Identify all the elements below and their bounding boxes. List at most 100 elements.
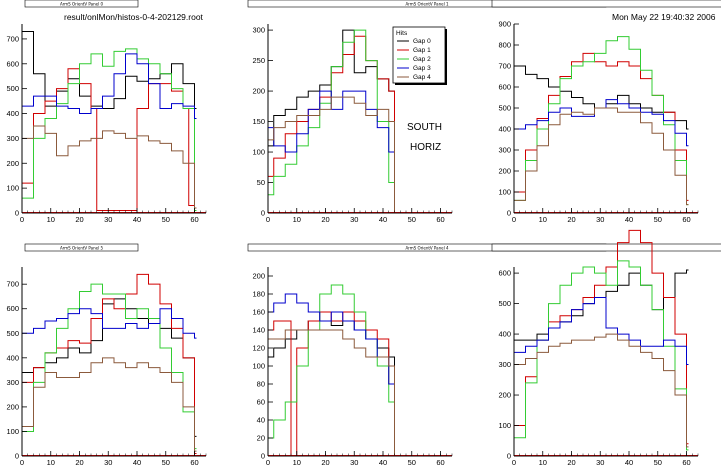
x-tick-label: 60 bbox=[190, 215, 198, 224]
series-line-gap-2 bbox=[22, 48, 197, 212]
x-tick-label: 30 bbox=[596, 458, 604, 467]
y-tick-label: 20 bbox=[257, 434, 265, 443]
legend-entry: Gap 2 bbox=[413, 56, 431, 63]
histogram-panel: ArmS OrientV Panel 00 10 20 30 40 50 600100200… bbox=[6, 0, 207, 224]
y-tick-label: 600 bbox=[498, 269, 511, 278]
x-tick-label: 40 bbox=[625, 458, 633, 467]
series-line-gap-4 bbox=[22, 125, 197, 209]
x-tick-label: 50 bbox=[408, 215, 416, 224]
series-line-gap-2 bbox=[268, 284, 397, 457]
histogram-panel: ArmS OrientV Panel 10 10 20 30 40 50 600501001… bbox=[247, 0, 607, 224]
x-tick-label: 60 bbox=[682, 458, 690, 467]
x-tick-label: 20 bbox=[567, 215, 575, 224]
panel-group: ArmS OrientV Panel 00 10 20 30 40 50 600100200… bbox=[6, 0, 721, 467]
y-tick-label: 180 bbox=[252, 290, 265, 299]
panel-title-box bbox=[24, 243, 139, 252]
y-tick-label: 60 bbox=[257, 398, 265, 407]
y-tick-label: 120 bbox=[252, 344, 265, 353]
histogram-panel: ArmS OrientV Panel 50 10 20 30 40 50 600100200… bbox=[6, 243, 207, 467]
series-line-gap-3 bbox=[514, 99, 689, 147]
y-tick-label: 400 bbox=[6, 353, 19, 362]
x-tick-label: 0 bbox=[20, 458, 24, 467]
y-tick-label: 500 bbox=[498, 299, 511, 308]
panel-title: ArmS OrientV Panel 4 bbox=[405, 245, 449, 250]
y-tick-label: 300 bbox=[6, 134, 19, 143]
series-line-gap-1 bbox=[268, 311, 397, 457]
y-tick-label: 200 bbox=[6, 159, 19, 168]
y-tick-label: 300 bbox=[498, 146, 511, 155]
y-tick-label: 400 bbox=[6, 109, 19, 118]
y-tick-label: 50 bbox=[257, 178, 265, 187]
y-tick-label: 0 bbox=[15, 452, 19, 461]
x-tick-label: 20 bbox=[321, 215, 329, 224]
y-tick-label: 0 bbox=[261, 452, 265, 461]
x-tick-label: 50 bbox=[162, 458, 170, 467]
x-tick-label: 40 bbox=[133, 215, 141, 224]
x-tick-label: 0 bbox=[512, 215, 516, 224]
x-tick-label: 10 bbox=[47, 458, 55, 467]
series-line-gap-3 bbox=[514, 296, 689, 366]
histogram-panel: ArmS OrientV Panel 40 10 20 30 40 50 600204060… bbox=[247, 243, 607, 467]
legend-entry: Gap 1 bbox=[413, 47, 431, 54]
x-tick-label: 50 bbox=[162, 215, 170, 224]
series-line-gap-2 bbox=[514, 260, 689, 451]
y-tick-label: 80 bbox=[257, 380, 265, 389]
panel-title-box bbox=[24, 0, 139, 8]
legend-box: Hits Gap 0 Gap 1 Gap 2 Gap 3 Gap 4 bbox=[392, 26, 447, 85]
series-line-gap-1 bbox=[514, 52, 689, 201]
x-tick-label: 30 bbox=[350, 458, 358, 467]
y-tick-label: 0 bbox=[507, 209, 511, 218]
legend-title: Hits bbox=[396, 30, 408, 37]
y-tick-label: 100 bbox=[498, 188, 511, 197]
series-line-gap-0 bbox=[22, 298, 197, 437]
y-tick-label: 200 bbox=[498, 391, 511, 400]
y-tick-label: 300 bbox=[498, 360, 511, 369]
x-tick-label: 50 bbox=[408, 458, 416, 467]
x-tick-label: 30 bbox=[104, 215, 112, 224]
x-tick-label: 30 bbox=[104, 458, 112, 467]
y-tick-label: 500 bbox=[498, 104, 511, 113]
x-tick-label: 0 bbox=[512, 458, 516, 467]
y-tick-label: 700 bbox=[498, 62, 511, 71]
x-tick-label: 20 bbox=[321, 458, 329, 467]
series-line-gap-4 bbox=[22, 357, 197, 452]
x-tick-label: 50 bbox=[654, 215, 662, 224]
x-tick-label: 20 bbox=[567, 458, 575, 467]
x-tick-label: 30 bbox=[350, 215, 358, 224]
y-tick-label: 100 bbox=[252, 362, 265, 371]
y-tick-label: 800 bbox=[498, 41, 511, 50]
y-tick-label: 200 bbox=[6, 402, 19, 411]
y-tick-label: 160 bbox=[252, 308, 265, 317]
y-tick-label: 100 bbox=[498, 421, 511, 430]
x-tick-label: 10 bbox=[47, 215, 55, 224]
series-line-gap-0 bbox=[514, 65, 689, 130]
series-line-gap-0 bbox=[22, 30, 197, 110]
file-path-label: result/onlMon/histos-0-4-202129.root bbox=[64, 12, 204, 22]
x-tick-label: 10 bbox=[539, 458, 547, 467]
series-line-gap-1 bbox=[22, 273, 197, 455]
y-tick-label: 500 bbox=[6, 329, 19, 338]
x-tick-label: 40 bbox=[625, 215, 633, 224]
x-tick-label: 0 bbox=[266, 215, 270, 224]
y-tick-label: 500 bbox=[6, 84, 19, 93]
y-tick-label: 300 bbox=[6, 378, 19, 387]
histogram-panel: ArmS OrientV Panel 301020304050600100200… bbox=[491, 229, 721, 467]
y-tick-label: 300 bbox=[252, 26, 265, 35]
histogram-panel: ArmS OrientV Panel 201020304050600100200… bbox=[491, 0, 721, 224]
annotation-line2: HORIZ bbox=[410, 142, 441, 153]
x-tick-label: 0 bbox=[266, 458, 270, 467]
y-tick-label: 700 bbox=[6, 34, 19, 43]
y-tick-label: 100 bbox=[6, 184, 19, 193]
x-tick-label: 20 bbox=[75, 458, 83, 467]
legend-frame bbox=[392, 26, 446, 84]
x-tick-label: 10 bbox=[293, 215, 301, 224]
x-tick-label: 0 bbox=[20, 215, 24, 224]
legend-entry: Gap 4 bbox=[413, 74, 431, 81]
y-tick-label: 600 bbox=[6, 59, 19, 68]
y-tick-label: 400 bbox=[498, 125, 511, 134]
series-line-gap-2 bbox=[268, 29, 397, 214]
series-line-gap-4 bbox=[268, 96, 397, 214]
y-tick-label: 0 bbox=[507, 452, 511, 461]
y-tick-label: 40 bbox=[257, 416, 265, 425]
y-tick-label: 0 bbox=[261, 209, 265, 218]
